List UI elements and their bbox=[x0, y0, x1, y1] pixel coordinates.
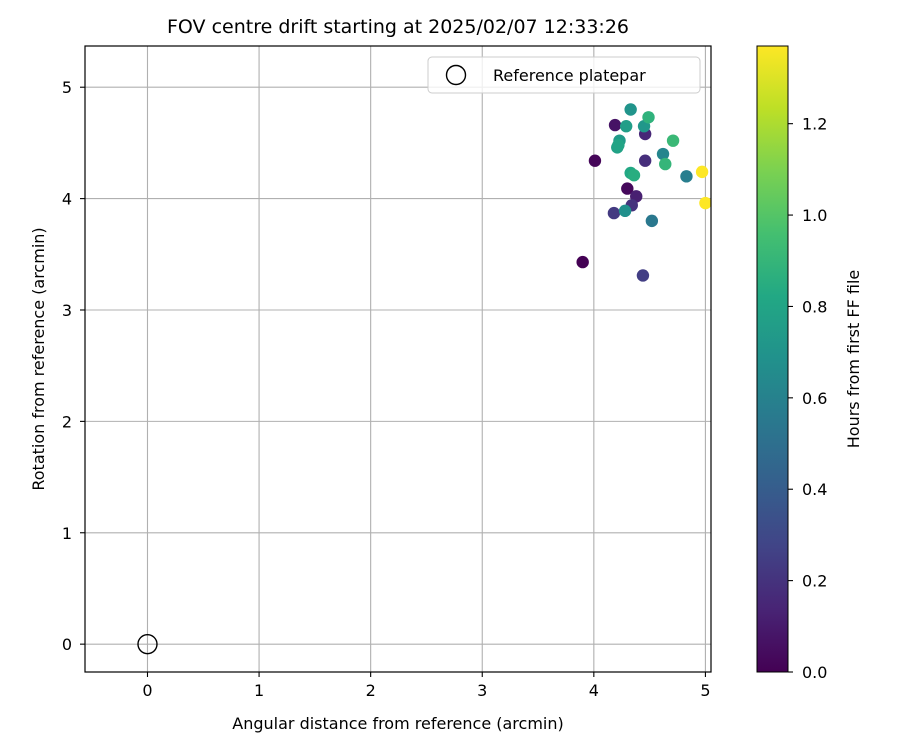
x-tick-label: 1 bbox=[254, 681, 264, 700]
colorbar-tick-label: 0.4 bbox=[802, 480, 827, 499]
y-axis-ticks: 0 1 2 3 4 5 bbox=[62, 78, 85, 654]
chart-title: FOV centre drift starting at 2025/02/07 … bbox=[167, 16, 629, 38]
x-axis-label: Angular distance from reference (arcmin) bbox=[232, 714, 563, 733]
grid bbox=[85, 46, 711, 672]
legend-box bbox=[427, 56, 701, 94]
scatter-point bbox=[608, 118, 622, 132]
colorbar-tick-label: 1.2 bbox=[802, 115, 827, 134]
scatter-point bbox=[642, 111, 655, 124]
y-tick-label: 0 bbox=[62, 635, 72, 654]
y-tick-label: 4 bbox=[62, 190, 72, 209]
scatter-point bbox=[699, 196, 711, 210]
scatter-point bbox=[636, 269, 650, 282]
x-tick-label: 5 bbox=[700, 681, 710, 700]
colorbar-tick-label: 0.2 bbox=[802, 572, 827, 591]
y-tick-label: 5 bbox=[62, 78, 72, 97]
scatter-point bbox=[659, 157, 672, 171]
scatter-point bbox=[680, 170, 693, 183]
scatter-point bbox=[666, 134, 680, 147]
scatter-point bbox=[645, 214, 659, 228]
colorbar-tick-label: 0.8 bbox=[802, 297, 827, 316]
scatter-point bbox=[588, 154, 602, 167]
scatter-point bbox=[656, 147, 670, 161]
scatter-point bbox=[612, 138, 625, 152]
plot-frame bbox=[84, 45, 712, 673]
colorbar bbox=[756, 45, 789, 673]
reference-marker bbox=[137, 633, 158, 655]
x-axis-ticks: 0 1 2 3 4 5 bbox=[142, 672, 711, 700]
scatter-points bbox=[576, 103, 711, 282]
scatter-point bbox=[619, 119, 633, 133]
y-axis-label: Rotation from reference (arcmin) bbox=[29, 227, 48, 490]
scatter-point bbox=[695, 165, 709, 179]
x-tick-label: 2 bbox=[366, 681, 376, 700]
scatter-point bbox=[607, 206, 621, 220]
y-tick-label: 1 bbox=[62, 524, 72, 543]
legend: Reference platepar bbox=[427, 56, 701, 94]
scatter-point bbox=[638, 154, 652, 167]
colorbar-label: Hours from first FF file bbox=[844, 270, 863, 449]
reference-point bbox=[137, 633, 158, 655]
legend-marker bbox=[445, 64, 467, 86]
scatter-point bbox=[576, 255, 589, 269]
scatter-point bbox=[627, 169, 641, 182]
scatter-point bbox=[618, 204, 632, 218]
colorbar-tick-label: 0.6 bbox=[802, 389, 827, 408]
legend-label: Reference platepar bbox=[493, 66, 646, 85]
colorbar-tick-label: 1.0 bbox=[802, 206, 827, 225]
x-tick-label: 3 bbox=[477, 681, 487, 700]
y-tick-label: 3 bbox=[62, 301, 72, 320]
scatter-point bbox=[621, 182, 634, 195]
x-tick-label: 4 bbox=[589, 681, 599, 700]
scatter-point bbox=[624, 103, 637, 116]
y-tick-label: 2 bbox=[62, 412, 72, 431]
colorbar-tick-label: 0.0 bbox=[802, 663, 827, 682]
colorbar-ticks: 0.0 0.2 0.4 0.6 0.8 1.0 1.2 bbox=[788, 115, 827, 682]
x-tick-label: 0 bbox=[142, 681, 152, 700]
